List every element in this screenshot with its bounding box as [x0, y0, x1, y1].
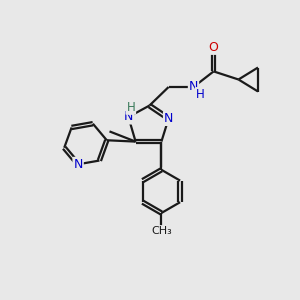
- Text: N: N: [74, 158, 83, 171]
- Text: N: N: [164, 112, 173, 125]
- Text: H: H: [126, 101, 135, 114]
- Text: N: N: [124, 110, 133, 124]
- Text: CH₃: CH₃: [151, 226, 172, 236]
- Text: N: N: [189, 80, 198, 94]
- Text: H: H: [196, 88, 205, 101]
- Text: O: O: [209, 41, 218, 54]
